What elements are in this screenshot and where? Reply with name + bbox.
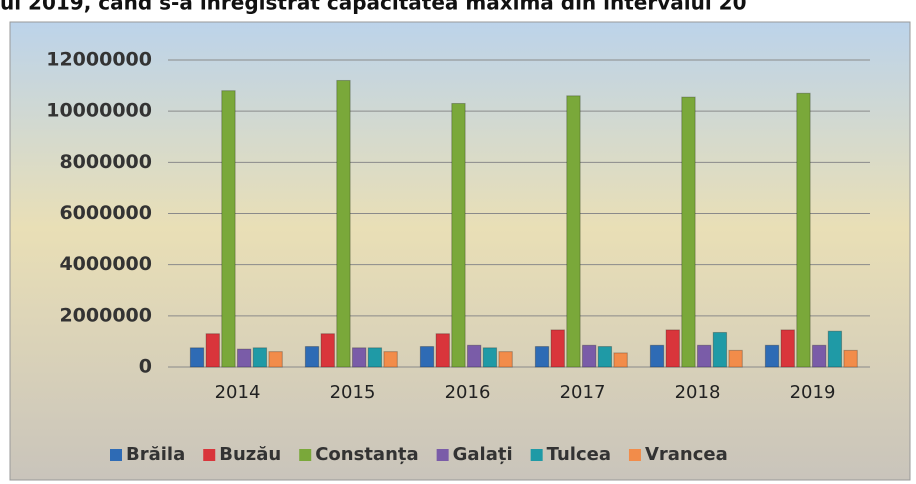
bar [222, 91, 235, 367]
bar [614, 353, 627, 367]
bar [483, 348, 496, 367]
legend-label: Galați [453, 444, 513, 465]
bar [238, 349, 251, 367]
y-tick-label: 12000000 [46, 49, 152, 71]
legend-swatch [110, 449, 122, 461]
y-tick-label: 2000000 [59, 304, 152, 326]
bar [305, 347, 318, 367]
legend-swatch [629, 449, 641, 461]
bar [436, 334, 449, 367]
bar [452, 103, 465, 367]
y-tick-label: 6000000 [59, 202, 152, 224]
bar [666, 330, 679, 367]
x-tick-label: 2017 [560, 382, 606, 403]
bar [567, 96, 580, 367]
legend-label: Buzău [219, 444, 281, 465]
bar [206, 334, 219, 367]
bar [650, 345, 663, 367]
bar [253, 348, 266, 367]
bar [321, 334, 334, 367]
bar [368, 348, 381, 367]
bar [468, 345, 481, 367]
legend-label: Vrancea [645, 444, 728, 465]
x-tick-label: 2016 [445, 382, 491, 403]
y-tick-label: 0 [139, 356, 152, 378]
bar [797, 93, 810, 367]
bar [551, 330, 564, 367]
legend-label: Constanța [315, 444, 418, 465]
caption: ul 2019, când s-a înregistrat capacitate… [0, 0, 747, 15]
bar [713, 332, 726, 367]
y-tick-label: 8000000 [59, 151, 152, 173]
legend-label: Tulcea [547, 444, 611, 465]
bar [598, 347, 611, 367]
legend-label: Brăila [126, 444, 185, 465]
bar [269, 352, 282, 367]
bar [844, 350, 857, 367]
x-tick-label: 2015 [330, 382, 376, 403]
bar [682, 97, 695, 367]
bar [384, 352, 397, 367]
bar [337, 80, 350, 367]
bar [583, 345, 596, 367]
x-tick-label: 2019 [790, 382, 836, 403]
bar [535, 347, 548, 367]
bar [781, 330, 794, 367]
legend-swatch [299, 449, 311, 461]
chart: ul 2019, când s-a înregistrat capacitate… [0, 0, 916, 484]
legend-swatch [437, 449, 449, 461]
bar [698, 345, 711, 367]
bar [420, 347, 433, 367]
bar [765, 345, 778, 367]
legend-swatch [531, 449, 543, 461]
y-tick-label: 4000000 [59, 253, 152, 275]
bar [813, 345, 826, 367]
y-tick-label: 10000000 [46, 100, 152, 122]
bar [499, 352, 512, 367]
x-tick-label: 2018 [675, 382, 721, 403]
bar [729, 350, 742, 367]
bar [190, 348, 203, 367]
legend-swatch [203, 449, 215, 461]
bar [353, 348, 366, 367]
x-tick-label: 2014 [215, 382, 261, 403]
bar [828, 331, 841, 367]
